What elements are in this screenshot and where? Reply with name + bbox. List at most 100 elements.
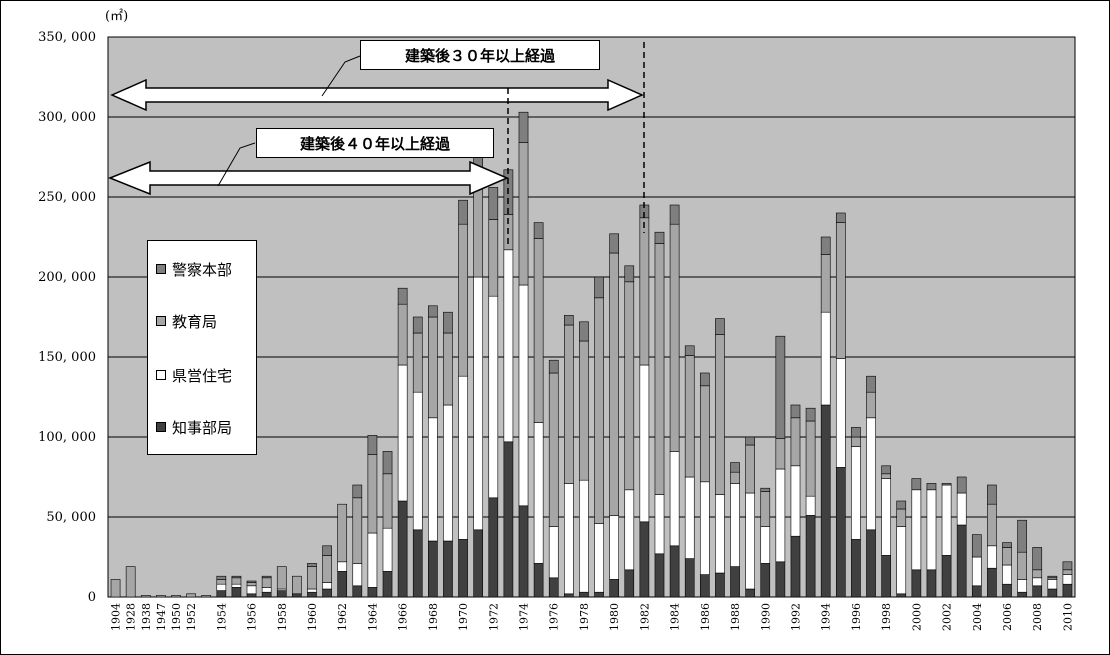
bar-kyoiku-1963: [352, 497, 363, 564]
bar-kyoiku-1970: [458, 223, 468, 377]
bar-kyoiku-1967: [412, 332, 423, 393]
bar-kenei-1999: [896, 526, 907, 595]
legend-label-kenei: 県営住宅: [172, 366, 233, 385]
bar-keisatsu-1981: [624, 265, 635, 283]
callout-40-years: 建築後４０年以上経過: [256, 128, 494, 158]
bar-chiji-1995: [835, 467, 846, 598]
bar-kenei-1987: [715, 494, 725, 574]
bar-kenei-1961: [322, 582, 332, 590]
bar-kyoiku-1975: [533, 238, 544, 423]
bar-chiji-1973: [503, 441, 514, 598]
bar-kenei-1968: [428, 417, 438, 542]
bar-kenei-1956: [246, 585, 257, 595]
x-tick-label: 1982: [638, 603, 651, 631]
bar-keisatsu-1995: [835, 212, 846, 223]
y-tick-label: 350, 000: [38, 30, 96, 45]
bar-kyoiku-1986: [699, 385, 710, 483]
bar-kyoiku-1978: [579, 340, 589, 481]
bar-keisatsu-1965: [382, 451, 393, 475]
x-tick-label: 1938: [140, 603, 153, 631]
bar-chiji-1977: [564, 593, 574, 598]
x-tick-label: 2000: [910, 603, 923, 631]
bar-chiji-1998: [881, 555, 891, 598]
bar-keisatsu-1979: [594, 276, 604, 299]
x-tick-label: 1966: [397, 603, 410, 631]
bar-keisatsu-1963: [352, 484, 363, 499]
bar-kyoiku-1968: [428, 316, 438, 419]
bar-kyoiku-1958: [276, 566, 287, 590]
x-tick-label: 1968: [427, 603, 440, 631]
unit-label: (㎡): [105, 9, 128, 24]
x-tick-label: 1980: [608, 603, 621, 631]
bar-chiji-2005: [987, 567, 997, 598]
bar-chiji-1954: [216, 590, 227, 598]
bar-kenei-1975: [533, 422, 544, 564]
bar-keisatsu-1990: [760, 487, 771, 492]
x-tick-label: 1976: [548, 603, 561, 631]
bar-chiji-1994: [820, 404, 831, 598]
bar-kenei-1965: [382, 527, 393, 572]
x-tick-label: 1954: [215, 603, 228, 631]
bar-keisatsu-1984: [669, 204, 680, 225]
x-tick-label: 1960: [306, 603, 319, 631]
bar-kenei-1988: [730, 483, 740, 567]
x-tick-label: 1950: [170, 603, 183, 631]
x-tick-label: 1958: [276, 603, 289, 631]
x-tick-label: 2006: [1001, 603, 1014, 631]
bar-keisatsu-1968: [428, 305, 438, 318]
bar-chiji-1964: [367, 587, 378, 598]
x-tick-label: 1992: [789, 603, 802, 631]
bar-chiji-2002: [941, 555, 952, 598]
bar-chiji-1962: [337, 571, 348, 598]
bar-kenei-2003: [956, 492, 967, 526]
legend-item-kenei: 県営住宅: [156, 365, 232, 385]
bar-kyoiku-1965: [382, 473, 393, 529]
bar-kyoiku-1955: [231, 577, 242, 585]
bar-keisatsu-1994: [820, 236, 831, 255]
bar-chiji-1999: [896, 593, 907, 598]
bar-chiji-1981: [624, 569, 635, 598]
bar-keisatsu-1961: [322, 545, 332, 556]
bar-keisatsu-1998: [881, 465, 891, 475]
bar-kyoiku-1938: [140, 595, 151, 598]
callout-30-leader: [321, 55, 361, 97]
legend-swatch-keisatsu: [156, 264, 166, 274]
y-axis-ticks: 0 50, 000 100, 000 150, 000 200, 000 250, 000…: [38, 30, 96, 605]
bar-keisatsu-1964: [367, 435, 378, 455]
x-tick-label: 1994: [820, 603, 833, 631]
bar-chiji-1987: [715, 572, 725, 598]
arrow-30-years: [110, 78, 644, 112]
bar-kyoiku-1947: [156, 595, 166, 598]
bar-keisatsu-2004: [971, 534, 982, 558]
x-tick-label: 1984: [669, 603, 682, 631]
bar-keisatsu-1970: [458, 199, 468, 225]
x-tick-label: 1904: [110, 603, 123, 631]
bar-keisatsu-1956: [246, 580, 257, 583]
bar-keisatsu-1976: [548, 359, 559, 374]
bar-keisatsu-1986: [699, 372, 710, 387]
bar-keisatsu-1988: [730, 462, 740, 473]
bar-kyoiku-2007: [1017, 551, 1027, 580]
x-axis-ticks: 1904 1928 1938 1947 1950 1952 1954 1956 1958 1960…: [110, 603, 1075, 631]
bar-kyoiku-1992: [790, 417, 801, 467]
bar-chiji-1959: [292, 593, 302, 598]
bar-kyoiku-1966: [397, 303, 408, 366]
bar-kenei-1964: [367, 532, 378, 588]
bar-chiji-2007: [1017, 591, 1027, 598]
bar-kyoiku-1998: [881, 473, 891, 479]
bar-keisatsu-1987: [715, 318, 725, 335]
bar-kenei-1963: [352, 563, 363, 587]
bar-kyoiku-1969: [443, 332, 453, 406]
bar-kenei-1990: [760, 526, 771, 564]
bar-chiji-1988: [730, 566, 740, 598]
bar-keisatsu-2009: [1047, 575, 1058, 579]
bar-kyoiku-1953: [201, 595, 212, 598]
bar-keisatsu-1954: [216, 575, 227, 580]
x-tick-label: 1964: [366, 603, 379, 631]
bar-chiji-1955: [231, 587, 242, 598]
x-tick-label: 2004: [971, 603, 984, 631]
x-tick-label: 1978: [578, 603, 591, 631]
bar-chiji-2004: [971, 585, 982, 598]
legend-item-kyoiku: 教育局: [156, 311, 217, 331]
